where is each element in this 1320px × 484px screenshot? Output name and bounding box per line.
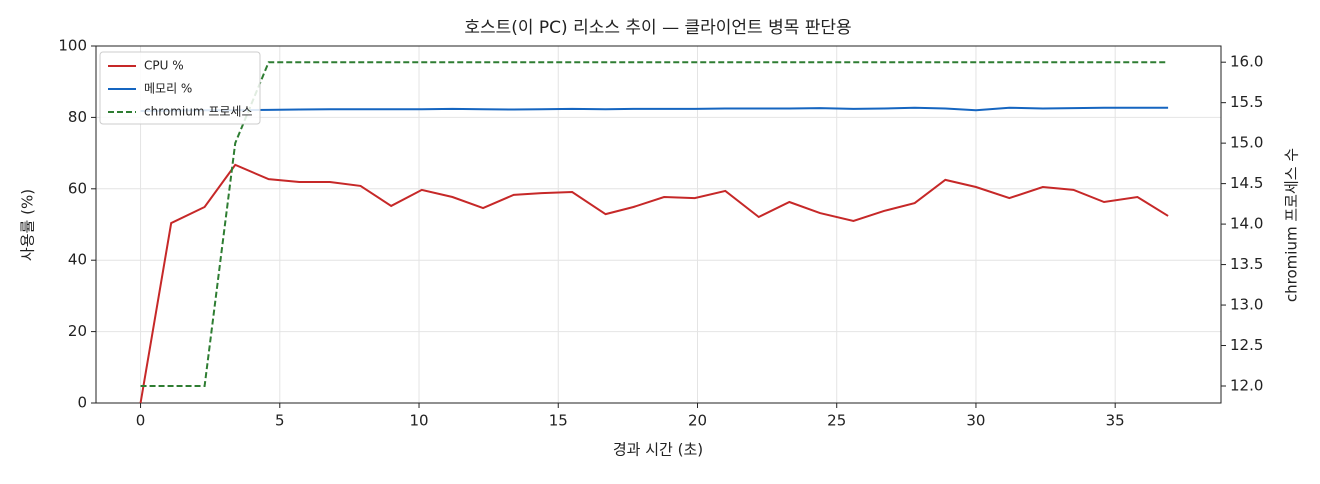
x-axis-label: 경과 시간 (초)	[613, 441, 703, 459]
line-series	[140, 106, 1169, 112]
plot-frame	[95, 45, 1222, 404]
y2-tick-label: 16.0	[1230, 53, 1263, 71]
y2-tick-label: 14.0	[1230, 215, 1263, 233]
y-tick-label: 20	[68, 322, 87, 340]
y-tick-label: 40	[68, 251, 87, 269]
legend: CPU % 메모리 % chromium 프로세스	[99, 51, 261, 125]
x-tick-label: 35	[1106, 412, 1125, 430]
x-tick-label: 10	[409, 412, 428, 430]
line-series	[139, 163, 1169, 404]
x-tick-label: 15	[549, 412, 568, 430]
x-tick-label: 5	[275, 412, 285, 430]
y2-tick-label: 15.5	[1230, 93, 1263, 111]
line-series	[140, 61, 1169, 387]
y2-tick-label: 14.5	[1230, 174, 1263, 192]
y-tick-label: 80	[68, 108, 87, 126]
y2-tick-label: 12.5	[1230, 336, 1263, 354]
x-tick-label: 25	[827, 412, 846, 430]
x-tick-label: 20	[688, 412, 707, 430]
legend-box	[99, 51, 261, 125]
y-tick-label: 0	[77, 394, 87, 412]
y2-tick-label: 13.0	[1230, 296, 1263, 314]
x-tick-label: 30	[966, 412, 985, 430]
y2-axis-label: chromium 프로세스 수	[1283, 148, 1301, 302]
y-tick-label: 60	[68, 179, 87, 197]
y2-tick-label: 15.0	[1230, 134, 1263, 152]
x-tick-label: 0	[136, 412, 146, 430]
legend-label: chromium 프로세스	[144, 105, 253, 119]
y-axis-label: 사용률 (%)	[19, 189, 37, 261]
legend-label: CPU %	[144, 59, 184, 73]
chart-title: 호스트(이 PC) 리소스 추이 — 클라이언트 병목 판단용	[464, 18, 851, 38]
y2-tick-label: 13.5	[1230, 255, 1263, 273]
legend-label: 메모리 %	[144, 82, 192, 96]
y2-tick-label: 12.0	[1230, 377, 1263, 395]
y-tick-label: 100	[58, 37, 87, 55]
